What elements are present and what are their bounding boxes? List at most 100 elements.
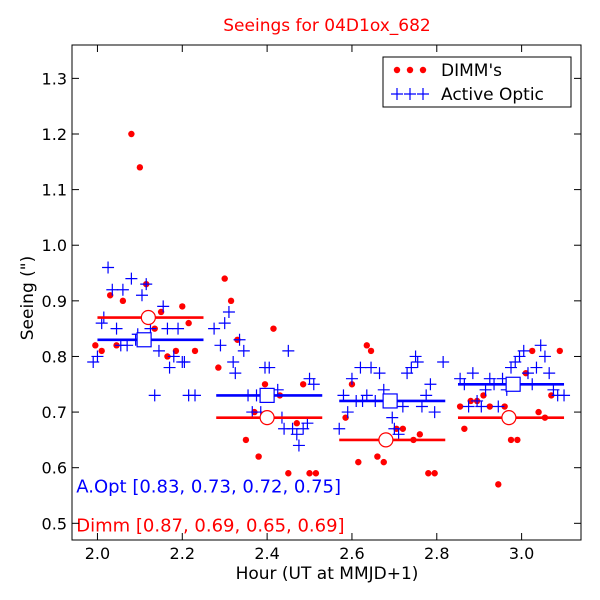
dimm-point	[119, 297, 127, 305]
legend: DIMM's Active Optic	[382, 56, 572, 108]
x-tick-label: 2.6	[339, 544, 364, 563]
dimm-average-marker	[378, 432, 394, 448]
active-optic-point	[479, 383, 492, 396]
active-optic-point	[428, 406, 441, 419]
active-optic-point	[292, 439, 305, 452]
legend-plus-icon	[391, 88, 403, 100]
dimm-point	[299, 381, 307, 388]
x-tick-label: 2.0	[85, 544, 110, 563]
active-optic-point	[121, 339, 134, 352]
active-optic-point	[102, 261, 115, 274]
dimm-point	[293, 420, 301, 427]
active-optic-point	[116, 283, 129, 296]
active-optic-point	[282, 344, 295, 357]
active-optic-point	[543, 367, 556, 380]
y-tick-label: 0.8	[42, 347, 67, 366]
active-optic-point	[233, 333, 246, 346]
dimm-point	[456, 403, 464, 410]
dimm-point	[374, 453, 381, 460]
active-optic-point	[333, 422, 346, 435]
x-axis-label: Hour (UT at MMJD+1)	[236, 564, 419, 584]
dimm-point	[507, 436, 515, 444]
legend-entry: DIMM's	[393, 61, 502, 81]
active-optic-point	[405, 361, 418, 374]
active-optic-point	[227, 356, 240, 369]
active-optic-point	[91, 350, 104, 363]
active-optic-point	[424, 378, 437, 391]
legend-label: DIMM's	[441, 61, 502, 81]
dimm-point	[221, 275, 228, 282]
dimm-point	[501, 403, 508, 410]
active-optic-point	[167, 350, 180, 363]
active-optic-point	[161, 322, 174, 335]
y-tick-label: 0.9	[42, 292, 67, 311]
dimm-point	[92, 342, 99, 349]
x-tick-label: 3.0	[509, 544, 534, 563]
legend-box	[382, 56, 572, 108]
dimm-point	[179, 303, 186, 310]
active-optic-point	[354, 361, 367, 374]
x-tick-label: 2.2	[170, 544, 195, 563]
dimm-point	[425, 470, 432, 477]
legend-dot-icon	[393, 66, 401, 74]
active-optic-point	[492, 400, 505, 413]
active-optic-point	[135, 289, 148, 302]
x-tick-label: 2.4	[254, 544, 279, 563]
legend-plus-icon	[417, 88, 429, 100]
dimm-point	[367, 347, 375, 355]
active-optic-point	[189, 389, 202, 402]
active-optic-point	[148, 389, 161, 402]
dimm-point	[380, 458, 387, 466]
active-optic-point	[360, 389, 373, 402]
active-optic-point	[301, 417, 314, 430]
active-optic-average-marker	[505, 376, 521, 392]
dimm-point	[529, 347, 536, 355]
y-tick-label: 1.0	[42, 236, 67, 255]
active-optic-point	[475, 400, 488, 413]
dimm-point	[261, 381, 269, 388]
legend-dot-icon	[419, 66, 427, 74]
dimm-point	[136, 164, 144, 171]
dimm-point	[255, 453, 262, 460]
active-optic-point	[140, 278, 153, 291]
annotation-dimm: Dimm [0.87, 0.69, 0.65, 0.69]	[76, 516, 344, 537]
active-optic-point	[462, 400, 475, 413]
y-tick-label: 0.5	[42, 514, 67, 533]
active-optic-point	[411, 356, 424, 369]
active-optic-point	[152, 344, 165, 357]
active-optic-point	[558, 389, 571, 402]
dimm-point	[556, 347, 563, 355]
plot-area: A.Opt [0.83, 0.73, 0.72, 0.75] Dimm [0.87…	[76, 130, 571, 537]
dimm-point	[128, 130, 135, 138]
active-optic-point	[534, 339, 547, 352]
dimm-point	[215, 364, 222, 371]
active-optic-point	[214, 339, 227, 352]
y-tick-label: 1.2	[42, 125, 67, 144]
chart-title: Seeings for 04D1ox_682	[223, 16, 430, 36]
y-tick-label: 0.6	[42, 459, 67, 478]
dimm-point	[399, 425, 407, 432]
dimm-point	[242, 436, 250, 444]
active-optic-point	[229, 367, 242, 380]
dimm-average-marker	[501, 410, 517, 426]
legend-label: Active Optic	[441, 85, 544, 105]
dimm-point	[270, 325, 277, 332]
dimm-point	[98, 347, 105, 355]
active-optic-point	[157, 300, 170, 313]
active-optic-point	[521, 367, 534, 380]
active-optic-point	[517, 344, 530, 357]
dimm-point	[355, 458, 362, 466]
dimm-point	[185, 319, 192, 327]
y-tick-label: 1.3	[42, 69, 67, 88]
active-optic-point	[341, 406, 354, 419]
active-optic-point	[396, 400, 409, 413]
y-tick-label: 0.7	[42, 403, 67, 422]
active-optic-point	[386, 411, 399, 424]
dimm-average-marker	[140, 309, 156, 326]
dimm-point	[461, 425, 468, 432]
active-optic-point	[125, 272, 138, 285]
active-optic-point	[530, 361, 543, 374]
active-optic-point	[307, 378, 320, 391]
active-optic-point	[345, 372, 358, 385]
